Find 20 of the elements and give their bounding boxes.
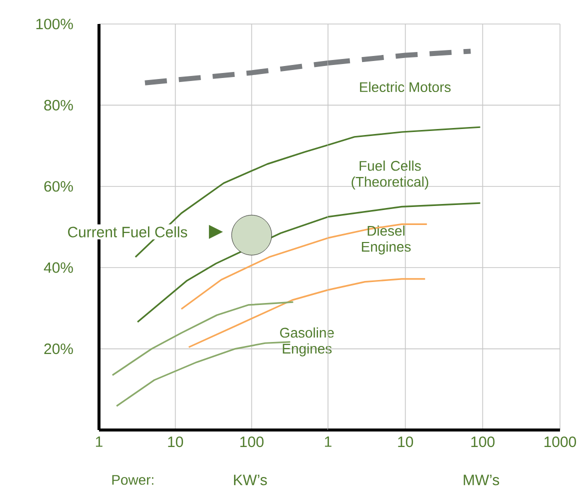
annotation: Current Fuel Cells	[68, 226, 188, 238]
x-axis-title: KW’s	[234, 474, 267, 486]
y-tick-label: 80%	[44, 100, 73, 110]
x-tick-label: 10	[398, 436, 414, 448]
x-tick-label: 1000	[544, 436, 576, 448]
annotation: Electric Motors	[360, 82, 451, 92]
annotation: Fuel Cells (Theoretical)	[352, 160, 428, 190]
x-tick-label: 1	[96, 436, 102, 447]
y-tick-label: 60%	[44, 181, 73, 192]
x-tick-label: 1	[324, 436, 332, 447]
annotation: Diesel Engines	[362, 226, 411, 254]
annotation: Gasoline Engines	[280, 327, 334, 356]
y-tick-label: 40%	[44, 262, 73, 273]
y-tick-label: 20%	[44, 344, 73, 354]
y-tick-label: 100%	[36, 18, 73, 30]
x-axis-title: MW’s	[464, 474, 500, 486]
x-tick-label: 10	[168, 436, 184, 448]
x-tick-label: 100	[240, 436, 264, 448]
x-tick-label: 100	[471, 436, 495, 448]
text: Power:	[112, 475, 154, 485]
